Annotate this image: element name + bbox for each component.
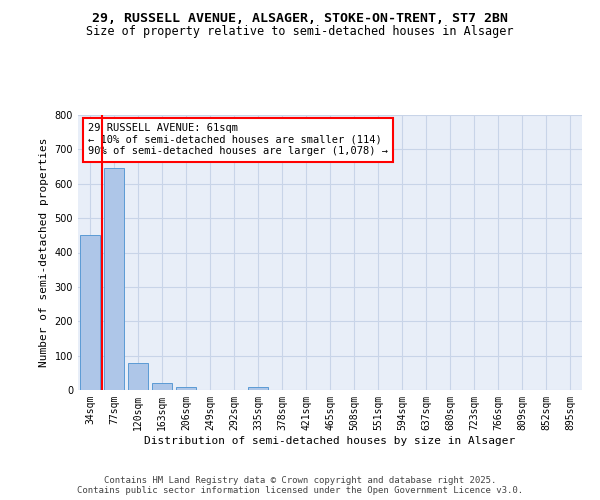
Y-axis label: Number of semi-detached properties: Number of semi-detached properties xyxy=(39,138,49,367)
Bar xyxy=(152,383,172,390)
Bar xyxy=(104,168,124,390)
Bar xyxy=(176,387,196,390)
Text: Size of property relative to semi-detached houses in Alsager: Size of property relative to semi-detach… xyxy=(86,25,514,38)
X-axis label: Distribution of semi-detached houses by size in Alsager: Distribution of semi-detached houses by … xyxy=(145,436,515,446)
Bar xyxy=(128,362,148,390)
Bar xyxy=(248,387,268,390)
Text: Contains HM Land Registry data © Crown copyright and database right 2025.
Contai: Contains HM Land Registry data © Crown c… xyxy=(77,476,523,495)
Text: 29 RUSSELL AVENUE: 61sqm
← 10% of semi-detached houses are smaller (114)
90% of : 29 RUSSELL AVENUE: 61sqm ← 10% of semi-d… xyxy=(88,123,388,156)
Text: 29, RUSSELL AVENUE, ALSAGER, STOKE-ON-TRENT, ST7 2BN: 29, RUSSELL AVENUE, ALSAGER, STOKE-ON-TR… xyxy=(92,12,508,26)
Bar xyxy=(80,236,100,390)
